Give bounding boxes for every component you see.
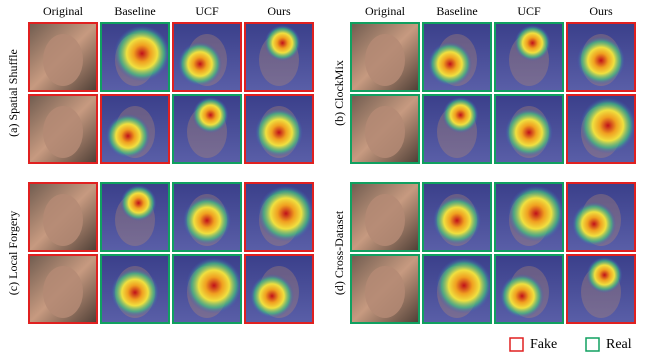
face — [43, 34, 83, 86]
legend-label: Real — [606, 337, 632, 352]
face — [43, 266, 83, 318]
heat-spot — [255, 109, 303, 157]
heat-spot — [436, 258, 492, 314]
face — [365, 106, 405, 158]
column-header: Ours — [589, 4, 613, 18]
legend-label: Fake — [530, 337, 557, 352]
heat-spot — [505, 109, 553, 157]
heat-spot — [428, 42, 472, 86]
panel-label: (c) Local Forgery — [6, 211, 20, 295]
heat-spot — [500, 274, 544, 318]
heat-spot — [433, 197, 481, 245]
column-header: Original — [43, 4, 84, 18]
legend-fake-swatch — [510, 338, 523, 351]
column-header: Original — [365, 4, 406, 18]
heat-spot — [250, 274, 294, 318]
heat-spot — [515, 25, 551, 61]
face — [43, 194, 83, 246]
legend-real-swatch — [586, 338, 599, 351]
heat-spot — [577, 37, 625, 85]
heat-spot — [587, 257, 623, 293]
heat-spot — [443, 97, 479, 133]
heat-spot — [258, 186, 314, 242]
panel-label: (a) Spatial Shuffle — [6, 49, 20, 137]
heat-spot — [111, 269, 159, 317]
column-header: UCF — [517, 4, 541, 18]
column-header: Ours — [267, 4, 291, 18]
face — [43, 106, 83, 158]
heat-spot — [265, 25, 301, 61]
column-header: Baseline — [114, 4, 155, 18]
heat-spot — [121, 185, 157, 221]
heat-spot — [178, 42, 222, 86]
heat-spot — [193, 97, 229, 133]
column-header: Baseline — [436, 4, 477, 18]
heat-spot — [572, 202, 616, 246]
heat-spot — [186, 258, 242, 314]
face — [365, 34, 405, 86]
heat-spot — [114, 26, 170, 82]
heat-spot — [580, 98, 636, 154]
heat-spot — [508, 186, 564, 242]
figure: Original Baseline UCF Ours Original Baseline U… — [0, 0, 652, 356]
panel-label: (d) Cross-Dataset — [332, 210, 346, 295]
panel-label: (b) ClockMix — [332, 60, 346, 126]
heat-spot — [183, 197, 231, 245]
face — [365, 194, 405, 246]
face — [365, 266, 405, 318]
column-header: UCF — [195, 4, 219, 18]
heat-spot — [106, 114, 150, 158]
